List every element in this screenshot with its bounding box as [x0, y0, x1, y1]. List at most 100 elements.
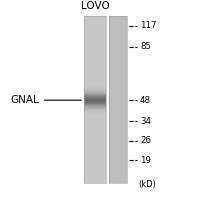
Polygon shape — [84, 144, 106, 145]
Polygon shape — [109, 25, 127, 26]
Polygon shape — [84, 171, 106, 172]
Polygon shape — [109, 68, 127, 69]
Polygon shape — [84, 167, 106, 168]
Bar — [84, 16, 106, 183]
Polygon shape — [84, 123, 106, 124]
Polygon shape — [109, 63, 127, 64]
Polygon shape — [84, 99, 106, 100]
Polygon shape — [84, 119, 106, 120]
Polygon shape — [109, 88, 127, 89]
Text: (kD): (kD) — [138, 180, 156, 189]
Text: LOVO: LOVO — [81, 1, 109, 11]
Polygon shape — [84, 121, 106, 122]
Polygon shape — [84, 59, 106, 60]
Polygon shape — [84, 110, 106, 111]
Polygon shape — [109, 169, 127, 170]
Polygon shape — [84, 152, 106, 153]
Polygon shape — [109, 98, 127, 99]
Polygon shape — [84, 103, 106, 104]
Polygon shape — [109, 163, 127, 164]
Polygon shape — [84, 68, 106, 69]
Polygon shape — [109, 117, 127, 118]
Polygon shape — [109, 69, 127, 70]
Polygon shape — [109, 57, 127, 58]
Polygon shape — [109, 79, 127, 80]
Polygon shape — [84, 137, 106, 138]
Polygon shape — [109, 140, 127, 141]
Polygon shape — [84, 177, 106, 178]
Polygon shape — [84, 102, 106, 103]
Polygon shape — [84, 63, 106, 64]
Polygon shape — [109, 137, 127, 138]
Polygon shape — [84, 132, 106, 133]
Polygon shape — [109, 89, 127, 90]
Polygon shape — [109, 144, 127, 145]
Polygon shape — [84, 94, 106, 95]
Polygon shape — [84, 128, 106, 129]
Polygon shape — [84, 124, 106, 125]
Polygon shape — [109, 53, 127, 54]
Polygon shape — [84, 182, 106, 183]
Polygon shape — [109, 72, 127, 73]
Polygon shape — [84, 88, 106, 89]
Polygon shape — [84, 16, 106, 17]
Polygon shape — [84, 51, 106, 52]
Polygon shape — [109, 78, 127, 79]
Polygon shape — [84, 95, 106, 96]
Polygon shape — [109, 92, 127, 93]
Polygon shape — [84, 179, 106, 180]
Polygon shape — [84, 149, 106, 150]
Polygon shape — [84, 139, 106, 140]
Polygon shape — [109, 82, 127, 83]
Polygon shape — [109, 23, 127, 24]
Polygon shape — [109, 70, 127, 71]
Polygon shape — [84, 105, 106, 106]
Polygon shape — [109, 76, 127, 77]
Polygon shape — [109, 158, 127, 159]
Polygon shape — [84, 168, 106, 169]
Polygon shape — [109, 145, 127, 146]
Polygon shape — [109, 71, 127, 72]
Polygon shape — [109, 155, 127, 156]
Polygon shape — [109, 182, 127, 183]
Text: 26: 26 — [140, 136, 151, 145]
Polygon shape — [84, 20, 106, 21]
Polygon shape — [109, 103, 127, 104]
Polygon shape — [109, 91, 127, 92]
Polygon shape — [84, 92, 106, 93]
Polygon shape — [84, 71, 106, 72]
Polygon shape — [109, 26, 127, 27]
Polygon shape — [109, 18, 127, 19]
Polygon shape — [109, 110, 127, 111]
Polygon shape — [84, 169, 106, 170]
Polygon shape — [84, 176, 106, 177]
Polygon shape — [109, 20, 127, 21]
Polygon shape — [84, 143, 106, 144]
Polygon shape — [109, 129, 127, 130]
Polygon shape — [84, 165, 106, 166]
Polygon shape — [109, 36, 127, 37]
Polygon shape — [84, 35, 106, 36]
Polygon shape — [84, 46, 106, 47]
Polygon shape — [109, 32, 127, 33]
Polygon shape — [84, 93, 106, 94]
Text: GNAL: GNAL — [10, 95, 81, 105]
Polygon shape — [84, 129, 106, 130]
Polygon shape — [109, 151, 127, 152]
Polygon shape — [109, 128, 127, 129]
Polygon shape — [109, 54, 127, 55]
Polygon shape — [109, 38, 127, 39]
Polygon shape — [84, 170, 106, 171]
Text: 48: 48 — [140, 96, 151, 105]
Polygon shape — [109, 84, 127, 85]
Polygon shape — [84, 116, 106, 117]
Polygon shape — [84, 151, 106, 152]
Polygon shape — [109, 94, 127, 95]
Polygon shape — [84, 41, 106, 42]
Polygon shape — [84, 83, 106, 84]
Polygon shape — [109, 49, 127, 50]
Polygon shape — [109, 61, 127, 62]
Polygon shape — [84, 135, 106, 136]
Polygon shape — [84, 86, 106, 87]
Polygon shape — [109, 121, 127, 122]
